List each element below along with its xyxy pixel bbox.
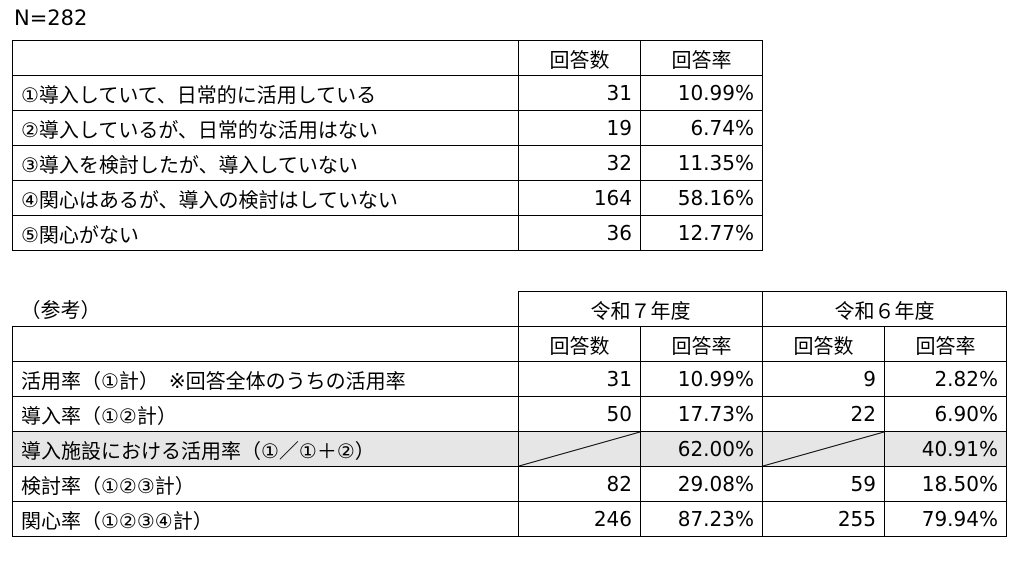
row-count: 36 <box>518 215 641 251</box>
row-count: 32 <box>518 145 641 181</box>
row-rate: 11.35% <box>640 145 763 181</box>
row-rate-r6: 6.90% <box>884 396 1007 432</box>
reference-title: （参考） <box>12 291 519 327</box>
row-rate-r7: 10.99% <box>640 361 763 397</box>
row-rate-r6: 79.94% <box>884 501 1007 537</box>
row-label: ②導入しているが、日常的な活用はない <box>12 110 519 146</box>
table-row: 検討率（①②③計） 82 29.08% 59 18.50% <box>12 466 1007 502</box>
row-label: 導入施設における活用率（①／①＋②） <box>12 431 519 467</box>
year-header-r7: 令和７年度 <box>518 291 763 327</box>
table-row: ②導入しているが、日常的な活用はない 19 6.74% <box>12 110 763 146</box>
row-label: ③導入を検討したが、導入していない <box>12 145 519 181</box>
row-count-r6: 255 <box>762 501 885 537</box>
table-row: 活用率（①計） ※回答全体のうちの活用率 31 10.99% 9 2.82% <box>12 361 1007 397</box>
row-count-r6: 9 <box>762 361 885 397</box>
row-label: 関心率（①②③④計） <box>12 501 519 537</box>
row-rate-r6: 18.50% <box>884 466 1007 502</box>
row-count: 19 <box>518 110 641 146</box>
table-header-row: 回答数 回答率 <box>12 40 763 76</box>
year-header-r6: 令和６年度 <box>762 291 1007 327</box>
row-label: 活用率（①計） ※回答全体のうちの活用率 <box>12 361 519 397</box>
row-label: ①導入していて、日常的に活用している <box>12 75 519 111</box>
table-row: ①導入していて、日常的に活用している 31 10.99% <box>12 75 763 111</box>
row-rate: 58.16% <box>640 180 763 216</box>
row-label: ⑤関心がない <box>12 215 519 251</box>
diagonal-line-icon <box>763 432 884 466</box>
table-row-shaded: 導入施設における活用率（①／①＋②） 62.00% 40.91% <box>12 431 1007 467</box>
row-rate: 6.74% <box>640 110 763 146</box>
row-count: 164 <box>518 180 641 216</box>
header-rate: 回答率 <box>640 40 763 76</box>
row-rate-r7: 17.73% <box>640 396 763 432</box>
row-label: ④関心はあるが、導入の検討はしていない <box>12 180 519 216</box>
table-row: 導入率（①②計） 50 17.73% 22 6.90% <box>12 396 1007 432</box>
table-row: ④関心はあるが、導入の検討はしていない 164 58.16% <box>12 180 763 216</box>
row-rate-r7: 62.00% <box>640 431 763 467</box>
table-header-row: 回答数 回答率 回答数 回答率 <box>12 326 1007 362</box>
diagonal-slash-cell <box>762 431 885 467</box>
response-table: 回答数 回答率 ①導入していて、日常的に活用している 31 10.99% ②導入… <box>12 40 763 251</box>
row-rate-r7: 87.23% <box>640 501 763 537</box>
reference-table: （参考） 令和７年度 令和６年度 回答数 回答率 回答数 回答率 活用率（①計）… <box>12 291 1007 537</box>
year-header-row: （参考） 令和７年度 令和６年度 <box>12 291 1007 327</box>
table-row: 関心率（①②③④計） 246 87.23% 255 79.94% <box>12 501 1007 537</box>
sample-size-label: N=282 <box>14 6 88 30</box>
row-count-r7: 31 <box>518 361 641 397</box>
row-count-r7: 246 <box>518 501 641 537</box>
header-blank <box>12 326 519 362</box>
header-count: 回答数 <box>518 40 641 76</box>
row-count: 31 <box>518 75 641 111</box>
row-count-r7: 50 <box>518 396 641 432</box>
table-row: ③導入を検討したが、導入していない 32 11.35% <box>12 145 763 181</box>
header-count-r7: 回答数 <box>518 326 641 362</box>
header-blank <box>12 40 519 76</box>
row-count-r7: 82 <box>518 466 641 502</box>
header-rate-r7: 回答率 <box>640 326 763 362</box>
header-rate-r6: 回答率 <box>884 326 1007 362</box>
row-rate-r6: 2.82% <box>884 361 1007 397</box>
table-row: ⑤関心がない 36 12.77% <box>12 215 763 251</box>
row-rate-r6: 40.91% <box>884 431 1007 467</box>
diagonal-slash-cell <box>518 431 641 467</box>
row-rate-r7: 29.08% <box>640 466 763 502</box>
row-label: 検討率（①②③計） <box>12 466 519 502</box>
row-rate: 12.77% <box>640 215 763 251</box>
diagonal-line-icon <box>519 432 640 466</box>
row-count-r6: 59 <box>762 466 885 502</box>
row-count-r6: 22 <box>762 396 885 432</box>
row-label: 導入率（①②計） <box>12 396 519 432</box>
header-count-r6: 回答数 <box>762 326 885 362</box>
row-rate: 10.99% <box>640 75 763 111</box>
